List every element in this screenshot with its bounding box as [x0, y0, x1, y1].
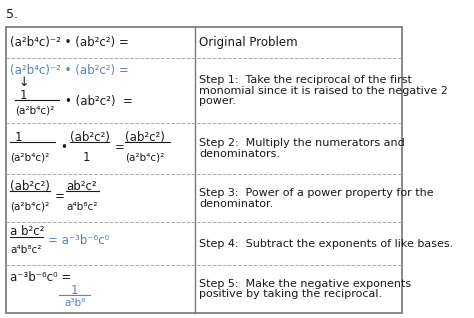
Text: Original Problem: Original Problem — [199, 36, 298, 49]
Text: 1: 1 — [20, 89, 27, 102]
Text: a³b⁶: a³b⁶ — [64, 298, 86, 308]
Text: positive by taking the reciprocal.: positive by taking the reciprocal. — [199, 289, 382, 300]
Text: denominator.: denominator. — [199, 198, 273, 209]
Text: (a²b⁴c)⁻² • (ab²c²) =: (a²b⁴c)⁻² • (ab²c²) = — [9, 64, 128, 77]
Text: •: • — [60, 141, 67, 154]
Text: =: = — [55, 190, 65, 203]
Text: 5.: 5. — [6, 8, 18, 21]
Text: power.: power. — [199, 96, 236, 106]
Text: a⁻³b⁻⁶c⁰ =: a⁻³b⁻⁶c⁰ = — [10, 271, 72, 284]
Text: ↓: ↓ — [18, 77, 28, 89]
Text: (ab²c²): (ab²c²) — [70, 131, 109, 144]
Text: a⁴b⁸c²: a⁴b⁸c² — [66, 202, 98, 212]
Text: 1: 1 — [82, 151, 90, 164]
Text: (a²b⁴c)²: (a²b⁴c)² — [125, 153, 164, 163]
Text: monomial since it is raised to the negative 2: monomial since it is raised to the negat… — [199, 86, 448, 96]
Text: (a²b⁴c)²: (a²b⁴c)² — [15, 105, 54, 115]
Text: (a²b⁴c)⁻² • (ab²c²) =: (a²b⁴c)⁻² • (ab²c²) = — [9, 36, 128, 49]
Text: a b²c²: a b²c² — [10, 225, 45, 238]
Text: Step 5:  Make the negative exponents: Step 5: Make the negative exponents — [199, 279, 411, 289]
Text: Step 1:  Take the reciprocal of the first: Step 1: Take the reciprocal of the first — [199, 75, 412, 85]
Text: (ab²c²): (ab²c²) — [125, 131, 164, 144]
Text: (a²b⁴c)²: (a²b⁴c)² — [10, 202, 50, 212]
Text: 1: 1 — [71, 284, 79, 297]
Text: • (ab²c²)  =: • (ab²c²) = — [64, 95, 132, 108]
Text: (a²b⁴c)²: (a²b⁴c)² — [10, 153, 50, 163]
Text: Step 2:  Multiply the numerators and: Step 2: Multiply the numerators and — [199, 138, 405, 149]
Text: 1: 1 — [15, 131, 22, 144]
Text: a⁴b⁸c²: a⁴b⁸c² — [10, 245, 42, 255]
Text: denominators.: denominators. — [199, 149, 280, 159]
Text: Step 4:  Subtract the exponents of like bases.: Step 4: Subtract the exponents of like b… — [199, 239, 454, 249]
Text: = a⁻³b⁻⁶c⁰: = a⁻³b⁻⁶c⁰ — [48, 234, 109, 247]
Text: (ab²c²): (ab²c²) — [10, 180, 50, 193]
Text: Step 3:  Power of a power property for the: Step 3: Power of a power property for th… — [199, 188, 434, 198]
Text: =: = — [115, 141, 124, 154]
Text: ab²c²: ab²c² — [66, 180, 97, 193]
